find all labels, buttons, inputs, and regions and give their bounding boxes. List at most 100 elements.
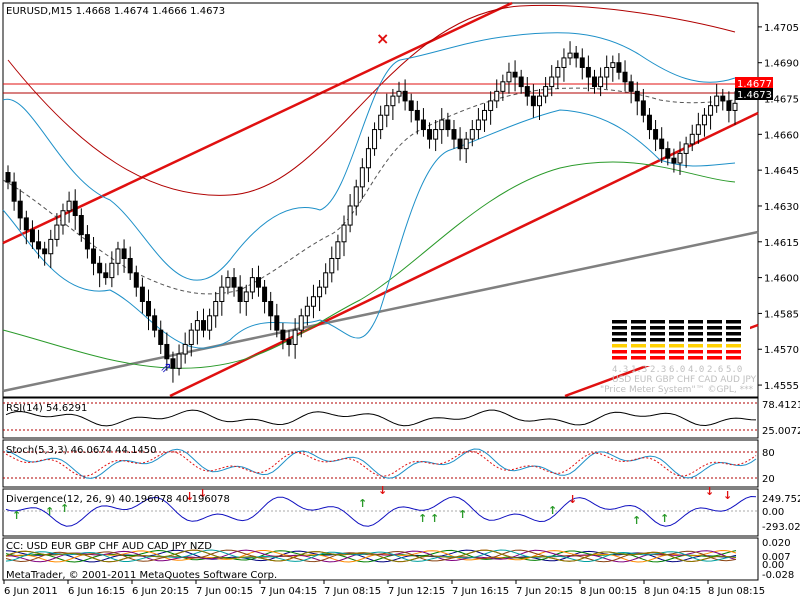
candle-body (665, 148, 671, 159)
divergence-tick-bottom: -293.026 (762, 522, 800, 533)
candle-body (274, 315, 280, 331)
candle (714, 84, 720, 113)
candle (518, 69, 524, 94)
candle (347, 194, 353, 233)
stoch-label: Stoch(5,3,3) 46.0674 44.1450 (6, 445, 157, 456)
price-meter-bar (631, 326, 646, 330)
candle-body (488, 100, 494, 111)
candle-body (11, 181, 17, 202)
stoch-panel-frame (2, 439, 759, 488)
candle (378, 105, 384, 140)
candle (243, 284, 249, 316)
candle-body (463, 138, 469, 150)
candle (433, 120, 439, 152)
candle (610, 55, 616, 82)
divergence-arrow: ↓ (198, 487, 207, 500)
candle-body (445, 119, 451, 131)
candle-body (84, 234, 90, 250)
candle (109, 251, 115, 288)
cross-marker: × (376, 29, 389, 48)
candle-body (36, 241, 42, 250)
currency-correlation-lines (5, 549, 737, 563)
rsi-line (5, 409, 757, 427)
candle (439, 108, 445, 144)
cc-currency-line (5, 549, 737, 563)
price-meter-caption: "Price Meter System"™ ©GPL, *** (600, 385, 754, 395)
candle-body (42, 248, 48, 255)
candle-body (329, 258, 335, 274)
footer-copyright: MetaTrader, © 2001-2011 MetaQuotes Softw… (6, 570, 277, 581)
candle-body (500, 81, 506, 92)
candle (91, 237, 97, 276)
x-tick-label: 6 Jun 20:15 (132, 586, 189, 597)
candle (249, 268, 255, 300)
candle-body (353, 186, 359, 207)
cc-currency-line (5, 549, 737, 563)
candlestick-series (5, 41, 738, 383)
candle (628, 74, 634, 104)
candle-body (439, 119, 445, 131)
divergence-arrow: ↑ (12, 509, 21, 522)
candle-body (164, 343, 170, 360)
divergence-arrow: ↓ (378, 484, 387, 497)
candle-body (451, 129, 457, 140)
candle (341, 215, 347, 257)
price-meter-bar (726, 326, 741, 330)
price-meter-bar (726, 344, 741, 348)
price-meter-bar (688, 332, 703, 336)
candle (598, 67, 604, 97)
candle (17, 189, 23, 230)
candle (500, 74, 506, 101)
candle (255, 265, 261, 297)
rsi-panel-frame (2, 397, 759, 439)
candle (292, 318, 298, 359)
candle-body (433, 129, 439, 140)
price-meter-bar (650, 356, 665, 360)
divergence-tick-top: 249.7521 (762, 494, 800, 505)
candle-body (732, 102, 738, 111)
y-tick-label: 1.4630 (764, 202, 799, 213)
candle (646, 108, 652, 140)
price-meter-bar (650, 338, 665, 342)
price-meter-bar (707, 350, 722, 354)
candle (286, 330, 292, 357)
x-tick-label: 8 Jun 00:15 (580, 586, 637, 597)
candle-body (359, 167, 365, 188)
price-meter-bar (612, 350, 627, 354)
candle-body (365, 148, 371, 169)
candle (359, 158, 365, 199)
divergence-arrow: ↑ (418, 512, 427, 525)
divergence-line (5, 495, 757, 527)
candle-body (683, 143, 689, 154)
candle-body (17, 200, 23, 219)
candle (677, 141, 683, 175)
price-meter-bar (707, 338, 722, 342)
candle (524, 77, 530, 106)
candle-body (170, 358, 176, 369)
price-meter-bar (669, 320, 684, 324)
candle-body (72, 200, 78, 217)
candle-body (591, 76, 597, 88)
price-meter-bar (612, 332, 627, 336)
candle (402, 79, 408, 111)
candle-body (457, 138, 463, 150)
candle-body (628, 81, 634, 92)
candle-body (341, 224, 347, 243)
candle (78, 208, 84, 242)
candle (103, 263, 109, 285)
candle (579, 48, 585, 80)
cc-currency-line (5, 549, 737, 563)
candle-body (701, 114, 707, 126)
candle-body (133, 272, 139, 288)
divergence-arrow: ↓ (705, 485, 714, 498)
y-tick-label: 1.4555 (764, 381, 799, 392)
candle-body (225, 277, 231, 288)
price-meter-bar (669, 356, 684, 360)
candle-body (310, 296, 316, 307)
candle-body (689, 133, 695, 145)
candle (372, 122, 378, 156)
candle-body (726, 100, 732, 111)
price-box-line-text: 1.4677 (737, 79, 772, 90)
price-meter-bar (707, 356, 722, 360)
